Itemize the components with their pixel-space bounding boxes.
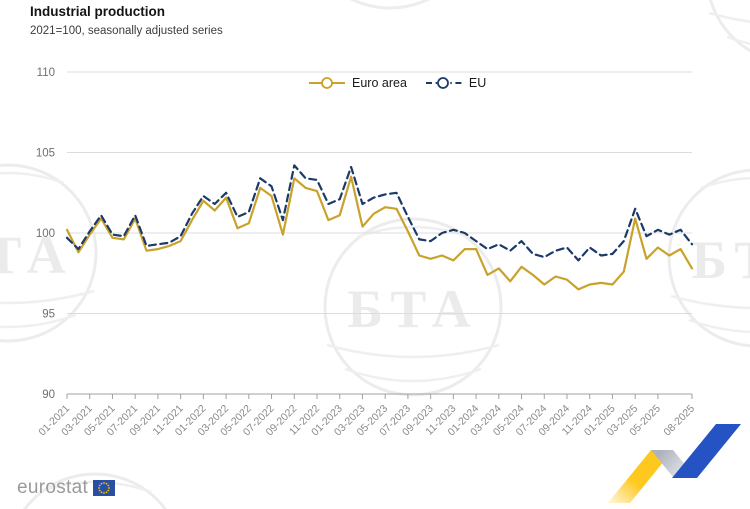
legend-item-eu: EU <box>425 76 486 90</box>
bta-watermark: БТА <box>708 0 750 53</box>
ribbon-yellow-fade <box>608 450 673 503</box>
y-tick-label: 95 <box>42 309 55 321</box>
bta-watermark: БТА <box>323 217 503 397</box>
eu-flag-star <box>100 491 103 494</box>
bta-watermark: БТА <box>0 163 98 343</box>
page-subtitle: 2021=100, seasonally adjusted series <box>30 25 223 37</box>
y-tick-label: 90 <box>42 389 55 401</box>
legend-item-euro-area: Euro area <box>308 76 407 90</box>
legend-label-eu: EU <box>468 76 487 90</box>
svg-text:БТА: БТА <box>729 0 750 7</box>
ribbon-blue-stroke <box>672 424 741 478</box>
eurostat-logo: eurostat <box>17 477 116 499</box>
eu-flag-star <box>98 487 100 489</box>
y-tick-label: 110 <box>37 67 55 79</box>
eu-marker-icon <box>425 77 462 89</box>
eu-line <box>65 164 694 262</box>
chart-legend: Euro area EU <box>308 76 486 90</box>
bta-ribbon-logo <box>608 424 741 503</box>
eu-flag-star <box>98 489 101 492</box>
eu-flag-icon <box>93 480 116 496</box>
eu-flag-star <box>100 482 103 485</box>
eu-flag-star <box>103 482 105 484</box>
y-tick-label: 100 <box>36 228 55 240</box>
eu-flag-star <box>107 484 110 487</box>
eu-flag-star <box>105 491 108 494</box>
eu-flag-star <box>107 489 110 492</box>
page-title: Industrial production <box>30 4 165 19</box>
eu-flag-star <box>103 492 105 494</box>
svg-text:БТА: БТА <box>0 225 74 285</box>
legend-label-euro-area: Euro area <box>352 76 407 90</box>
eu-flag-star <box>108 487 110 489</box>
bta-watermark: БТА <box>349 0 431 10</box>
euro-area-marker-icon <box>309 77 345 89</box>
eu-flag-star <box>98 484 101 487</box>
bta-watermark: БТА <box>667 168 750 348</box>
svg-text:БТА: БТА <box>691 230 750 290</box>
svg-text:БТА: БТА <box>347 279 478 339</box>
eu-flag-stars <box>98 482 110 494</box>
eurostat-label: eurostat <box>17 477 89 498</box>
eu-flag-star <box>105 482 108 485</box>
y-tick-label: 105 <box>36 148 55 160</box>
euro-area-line <box>65 175 694 291</box>
